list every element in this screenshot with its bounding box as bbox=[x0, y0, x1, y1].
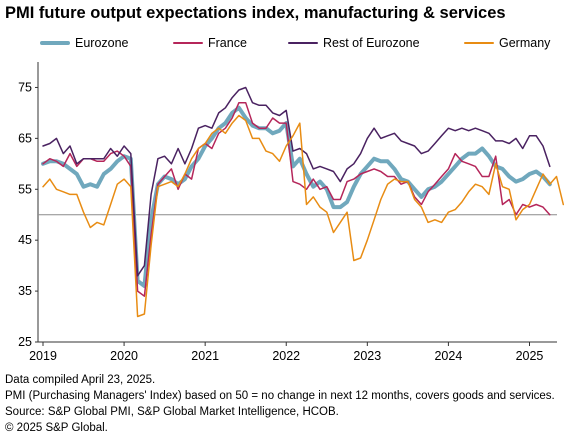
y-tick-label-25: 25 bbox=[18, 335, 32, 349]
footnote-data-compiled: Data compiled April 23, 2025. bbox=[5, 374, 156, 386]
y-tick-label-65: 65 bbox=[18, 131, 32, 145]
series-line-eurozone bbox=[41, 105, 552, 288]
legend-swatch-eurozone bbox=[40, 41, 70, 45]
x-tick-label-2023: 2023 bbox=[353, 349, 381, 363]
y-tick-label-75: 75 bbox=[18, 80, 32, 94]
footnotes: Data compiled April 23, 2025. PMI (Purch… bbox=[5, 372, 555, 436]
x-tick-label-2020: 2020 bbox=[110, 349, 138, 363]
series-line-germany bbox=[42, 114, 565, 318]
legend-label-rest-of-eurozone: Rest of Eurozone bbox=[323, 36, 420, 50]
legend-swatch-rest-of-eurozone bbox=[288, 42, 318, 44]
legend-label-france: France bbox=[208, 36, 247, 50]
legend-label-eurozone: Eurozone bbox=[75, 36, 129, 50]
x-tick-label-2025: 2025 bbox=[516, 349, 544, 363]
series-line-france bbox=[42, 101, 551, 297]
chart-legend: Eurozone France Rest of Eurozone Germany bbox=[0, 34, 567, 52]
footnote-pmi-definition: PMI (Purchasing Managers' Index) based o… bbox=[5, 390, 555, 402]
legend-item-eurozone: Eurozone bbox=[40, 34, 129, 52]
y-tick-label-35: 35 bbox=[18, 284, 32, 298]
legend-swatch-france bbox=[173, 42, 203, 44]
chart-title: PMI future output expectations index, ma… bbox=[5, 4, 506, 22]
footnote-copyright: © 2025 S&P Global. bbox=[5, 422, 108, 434]
legend-item-germany: Germany bbox=[464, 34, 550, 52]
y-tick-label-55: 55 bbox=[18, 182, 32, 196]
line-chart: 25 35 45 55 65 75 2019 2020 2021 2022 2023 2024 2025 bbox=[18, 62, 565, 363]
legend-label-germany: Germany bbox=[499, 36, 551, 50]
footnote-source: Source: S&P Global PMI, S&P Global Marke… bbox=[5, 406, 339, 418]
x-tick-label-2019: 2019 bbox=[29, 349, 57, 363]
y-tick-label-45: 45 bbox=[18, 233, 32, 247]
x-tick-label-2021: 2021 bbox=[191, 349, 219, 363]
series-line-rest-of-eurozone bbox=[42, 86, 551, 277]
legend-item-france: France bbox=[173, 34, 247, 52]
x-tick-label-2022: 2022 bbox=[272, 349, 300, 363]
legend-item-rest-of-eurozone: Rest of Eurozone bbox=[288, 34, 420, 52]
legend-swatch-germany bbox=[464, 42, 494, 44]
x-tick-label-2024: 2024 bbox=[434, 349, 462, 363]
